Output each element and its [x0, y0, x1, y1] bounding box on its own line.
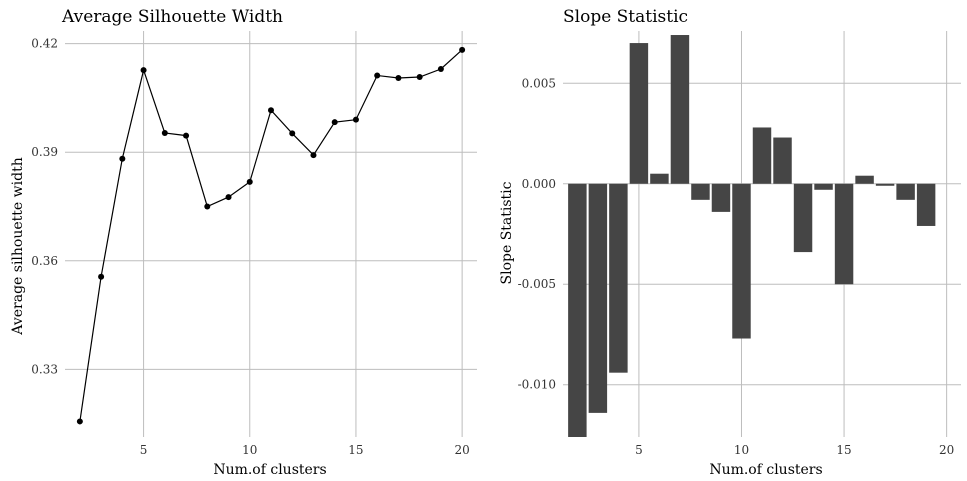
data-point [331, 119, 338, 126]
y-tick-label: -0.010 [518, 378, 556, 392]
bar [916, 183, 936, 226]
data-point [459, 46, 466, 53]
data-point [161, 130, 168, 137]
bar [691, 183, 710, 200]
y-tick-label: 0.000 [522, 177, 556, 191]
data-point [268, 107, 274, 114]
data-point [76, 418, 83, 425]
silhouette-title: Average Silhouette Width [61, 7, 283, 27]
y-tick-label: 0.33 [31, 362, 58, 376]
data-point [352, 116, 359, 123]
x-tick-label: 10 [734, 443, 749, 457]
data-point [395, 75, 402, 82]
bar [629, 43, 649, 184]
slope-y-ticks: -0.010 -0.005 0.000 0.005 [518, 76, 556, 391]
slope-x-ticks: 5 10 15 20 [635, 443, 954, 457]
bar [650, 173, 669, 184]
bar [568, 183, 587, 437]
slope-x-axis-label: Num.of clusters [709, 462, 822, 478]
bar [732, 183, 751, 339]
y-tick-label: 0.39 [31, 145, 58, 159]
data-point [183, 132, 190, 139]
data-point [437, 65, 444, 72]
silhouette-panel: Average Silhouette Width 0.33 0.36 0.39 0.4… [10, 7, 477, 478]
silhouette-line [79, 49, 463, 422]
bar [896, 183, 915, 200]
data-point [140, 67, 147, 74]
data-point [119, 155, 126, 162]
silhouette-y-axis-label: Average silhouette width [10, 157, 26, 335]
x-tick-label: 20 [939, 443, 954, 457]
x-tick-label: 10 [242, 443, 257, 457]
bar [670, 35, 690, 184]
data-point [416, 73, 423, 80]
data-point [289, 130, 296, 137]
bar [834, 183, 854, 285]
data-point [98, 273, 105, 280]
silhouette-grid [65, 31, 477, 437]
slope-y-axis-label: Slope Statistic [499, 181, 515, 284]
data-point [246, 178, 253, 185]
x-tick-label: 20 [454, 443, 469, 457]
silhouette-x-axis-label: Num.of clusters [213, 462, 326, 478]
bar [875, 183, 895, 186]
bar [609, 183, 628, 373]
bar [752, 127, 772, 184]
y-tick-label: 0.42 [31, 37, 58, 51]
data-point [310, 152, 317, 159]
bar [855, 175, 874, 184]
data-point [204, 203, 211, 210]
silhouette-y-ticks: 0.33 0.36 0.39 0.42 [31, 37, 58, 377]
x-tick-label: 15 [836, 443, 851, 457]
bar [793, 183, 813, 253]
y-tick-label: 0.36 [31, 254, 58, 268]
silhouette-line-series [76, 46, 466, 425]
x-tick-label: 5 [635, 443, 643, 457]
silhouette-x-ticks: 5 10 15 20 [140, 443, 470, 457]
slope-bar-series [568, 35, 936, 437]
x-tick-label: 5 [140, 443, 148, 457]
y-tick-label: -0.005 [518, 277, 556, 291]
slope-panel: Slope Statistic -0.010 -0.005 0.000 0.005 5… [499, 7, 961, 478]
slope-title: Slope Statistic [563, 7, 688, 27]
x-tick-label: 15 [348, 443, 363, 457]
data-point [225, 194, 232, 201]
bar [588, 183, 608, 413]
y-tick-label: 0.005 [522, 76, 556, 90]
bar [711, 183, 731, 212]
bar [814, 183, 833, 190]
bar [773, 137, 792, 184]
data-point [374, 72, 381, 79]
